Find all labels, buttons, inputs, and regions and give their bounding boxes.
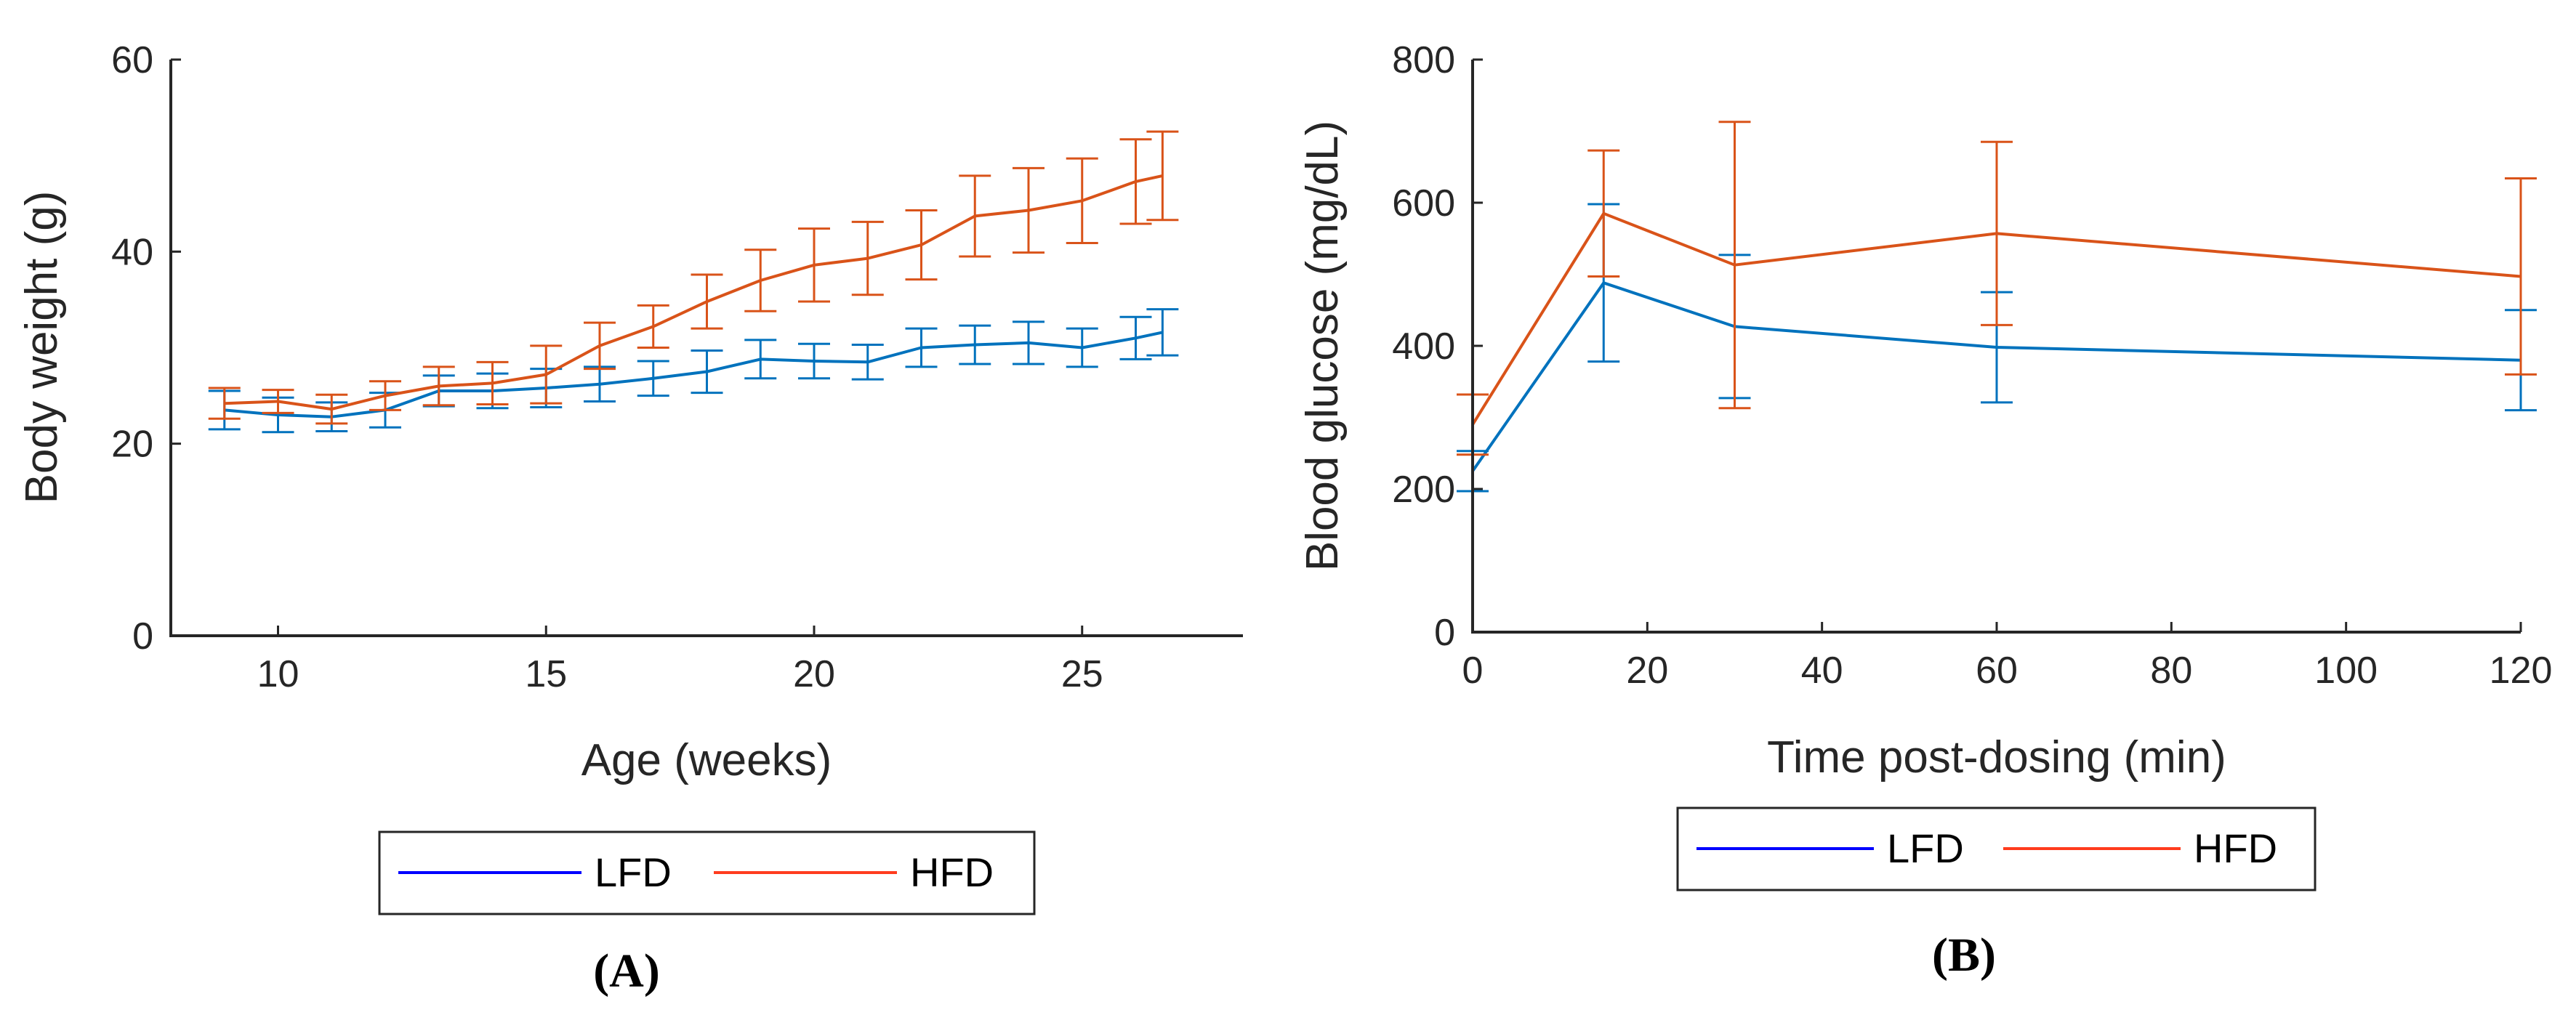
chart-a-legend: LFD HFD — [378, 830, 1036, 915]
panel-label-a: (A) — [593, 945, 660, 998]
chart-b-xtick-label-1: 20 — [1626, 650, 1668, 692]
chart-a-series-line-hfd — [224, 174, 1163, 411]
chart-panel-b: 0 20 40 60 80 100 120 0 200 400 600 800 Time post-d… — [1297, 39, 2552, 982]
chart-b-xtick-label-3: 60 — [1976, 650, 2018, 692]
chart-a-legend-label-hfd: HFD — [910, 849, 994, 895]
chart-a-ytick-label-3: 60 — [111, 39, 153, 81]
chart-panel-a: 10 15 20 25 0 20 40 60 Age (weeks) Body weight … — [17, 39, 1243, 998]
chart-b-ytick-label-2: 400 — [1392, 325, 1455, 368]
chart-b-xlabel: Time post-dosing (min) — [1767, 732, 2226, 783]
chart-b-series-line-hfd — [1471, 211, 2521, 426]
chart-a-xtick-label-2: 20 — [793, 653, 835, 695]
chart-b-xtick-label-6: 120 — [2490, 650, 2553, 692]
chart-a-errorbar-hfd-0 — [208, 387, 241, 420]
chart-b-ytick-label-3: 600 — [1392, 182, 1455, 225]
chart-b-legend: LFD HFD — [1676, 806, 2317, 891]
chart-a-ticks: 10 15 20 25 0 20 40 60 — [111, 39, 1103, 695]
chart-b-xtick-label-2: 40 — [1801, 650, 1843, 692]
chart-b-ylabel: Blood glucose (mg/dL) — [1297, 121, 1348, 571]
chart-b-xtick-label-4: 80 — [2150, 650, 2192, 692]
chart-a-series-line-lfd — [224, 331, 1163, 418]
chart-b-legend-label-lfd: LFD — [1887, 825, 1964, 871]
chart-b-marks — [1457, 121, 2537, 493]
chart-b-xtick-label-0: 0 — [1462, 650, 1484, 692]
chart-a-xlabel: Age (weeks) — [581, 735, 832, 785]
chart-a-ylabel: Body weight (g) — [17, 191, 67, 504]
chart-a-ytick-label-2: 40 — [111, 231, 153, 273]
chart-a-legend-label-lfd: LFD — [595, 849, 672, 895]
chart-b-legend-label-hfd: HFD — [2194, 825, 2277, 871]
chart-a-marks — [208, 130, 1179, 434]
chart-b-ytick-label-0: 0 — [1434, 612, 1455, 654]
chart-b-ticks: 0 20 40 60 80 100 120 0 200 400 600 800 — [1392, 39, 2552, 692]
chart-a-xtick-label-0: 10 — [257, 653, 299, 695]
chart-b-ytick-label-1: 200 — [1392, 469, 1455, 511]
chart-a-ytick-label-1: 20 — [111, 424, 153, 466]
panel-label-b: (B) — [1932, 929, 1996, 982]
chart-a-xtick-label-1: 15 — [525, 653, 567, 695]
chart-b-xtick-label-5: 100 — [2314, 650, 2378, 692]
chart-a-ytick-label-0: 0 — [132, 615, 153, 658]
chart-b-ytick-label-4: 800 — [1392, 39, 1455, 81]
chart-a-xtick-label-3: 25 — [1061, 653, 1103, 695]
